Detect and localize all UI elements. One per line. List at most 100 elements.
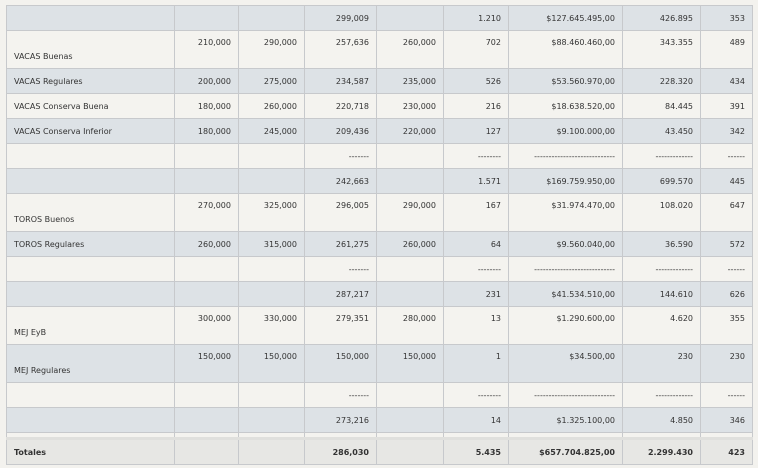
cell-avg-kg: 647 <box>700 193 753 232</box>
cell-max-price: 275,000 <box>238 68 305 94</box>
table-row: TOROS Regulares 260,000 315,000 261,275 260,… <box>6 231 753 257</box>
cell-mode-price: 220,000 <box>376 118 444 144</box>
cell-max-price: 260,000 <box>238 93 305 119</box>
cell-total-kg: 108.020 <box>622 193 701 232</box>
cell-avg-price: 234,587 <box>304 68 377 94</box>
cell-min-price <box>174 281 239 307</box>
cell-avg-kg: ------ <box>700 256 753 282</box>
cell-avg-price: 287,217 <box>304 281 377 307</box>
cell-avg-price: ------- <box>304 143 377 169</box>
total-category: Totales <box>6 437 175 465</box>
cell-avg-price: 150,000 <box>304 344 377 383</box>
cell-total-amount: $88.460.460,00 <box>508 30 623 69</box>
cell-head-count: 64 <box>443 231 509 257</box>
cell-total-kg: 426.895 <box>622 5 701 31</box>
cell-total-amount: $53.560.970,00 <box>508 68 623 94</box>
cell-avg-kg: 445 <box>700 168 753 194</box>
cell-min-price: 180,000 <box>174 118 239 144</box>
total-total-amount: $657.704.825,00 <box>508 437 623 465</box>
cell-min-price: 210,000 <box>174 30 239 69</box>
cell-mode-price: 280,000 <box>376 306 444 345</box>
cell-head-count: 127 <box>443 118 509 144</box>
cell-max-price: 245,000 <box>238 118 305 144</box>
cell-total-amount: $127.645.495,00 <box>508 5 623 31</box>
cell-total-amount: ---------------------------- <box>508 143 623 169</box>
cell-max-price <box>238 407 305 433</box>
table-body: 299,009 1.210 $127.645.495,00 426.895 353 VAC… <box>6 5 753 465</box>
table-row: ------- -------- -------------------------… <box>6 143 753 169</box>
total-total-kg: 2.299.430 <box>622 437 701 465</box>
cell-category: MEJ EyB <box>6 306 175 345</box>
cell-category <box>6 407 175 433</box>
cell-total-amount: $18.638.520,00 <box>508 93 623 119</box>
cell-total-amount: ---------------------------- <box>508 256 623 282</box>
cell-mode-price <box>376 281 444 307</box>
cell-max-price: 315,000 <box>238 231 305 257</box>
cell-min-price <box>174 256 239 282</box>
total-avg-price: 286,030 <box>304 437 377 465</box>
cell-mode-price: 290,000 <box>376 193 444 232</box>
table-row: MEJ EyB 300,000 330,000 279,351 280,000 13 $1.… <box>6 306 753 345</box>
cell-category: VACAS Regulares <box>6 68 175 94</box>
cell-min-price <box>174 143 239 169</box>
cell-head-count: 526 <box>443 68 509 94</box>
cell-total-kg: ------------- <box>622 382 701 408</box>
cell-max-price: 330,000 <box>238 306 305 345</box>
cell-max-price <box>238 256 305 282</box>
cell-mode-price <box>376 5 444 31</box>
cell-category: VACAS Buenas <box>6 30 175 69</box>
cell-total-amount: $9.560.040,00 <box>508 231 623 257</box>
cell-min-price <box>174 5 239 31</box>
total-max-price <box>238 437 305 465</box>
cell-avg-price: 261,275 <box>304 231 377 257</box>
cell-avg-price: ------- <box>304 382 377 408</box>
cell-category: TOROS Regulares <box>6 231 175 257</box>
cell-max-price <box>238 143 305 169</box>
cell-avg-kg: 572 <box>700 231 753 257</box>
cell-max-price: 290,000 <box>238 30 305 69</box>
cell-total-kg: 36.590 <box>622 231 701 257</box>
cell-total-amount: $41.534.510,00 <box>508 281 623 307</box>
cell-mode-price: 230,000 <box>376 93 444 119</box>
table-row: 287,217 231 $41.534.510,00 144.610 626 <box>6 281 753 307</box>
cell-category: VACAS Conserva Buena <box>6 93 175 119</box>
cell-mode-price: 260,000 <box>376 30 444 69</box>
cell-min-price <box>174 382 239 408</box>
cell-head-count: 13 <box>443 306 509 345</box>
cell-category <box>6 5 175 31</box>
cell-min-price: 260,000 <box>174 231 239 257</box>
cell-avg-kg: 489 <box>700 30 753 69</box>
cell-mode-price: 150,000 <box>376 344 444 383</box>
table-row: 242,663 1.571 $169.759.950,00 699.570 445 <box>6 168 753 194</box>
table-row: 299,009 1.210 $127.645.495,00 426.895 353 <box>6 5 753 31</box>
cell-head-count: -------- <box>443 143 509 169</box>
total-mode-price <box>376 437 444 465</box>
cell-mode-price <box>376 143 444 169</box>
cell-max-price <box>238 5 305 31</box>
total-avg-kg: 423 <box>700 437 753 465</box>
table-row: VACAS Conserva Inferior 180,000 245,000 209… <box>6 118 753 144</box>
cell-category <box>6 143 175 169</box>
livestock-summary-table: 299,009 1.210 $127.645.495,00 426.895 353 VAC… <box>6 5 753 465</box>
cell-avg-price: 296,005 <box>304 193 377 232</box>
cell-avg-price: 242,663 <box>304 168 377 194</box>
cell-total-kg: 228.320 <box>622 68 701 94</box>
cell-total-kg: ------------- <box>622 256 701 282</box>
cell-total-amount: $1.290.600,00 <box>508 306 623 345</box>
cell-total-kg: 43.450 <box>622 118 701 144</box>
cell-total-amount: ---------------------------- <box>508 382 623 408</box>
cell-total-kg: 343.355 <box>622 30 701 69</box>
cell-min-price <box>174 168 239 194</box>
cell-category <box>6 168 175 194</box>
cell-total-kg: 144.610 <box>622 281 701 307</box>
cell-category: TOROS Buenos <box>6 193 175 232</box>
cell-avg-kg: 353 <box>700 5 753 31</box>
cell-min-price: 180,000 <box>174 93 239 119</box>
cell-avg-price: 299,009 <box>304 5 377 31</box>
cell-category <box>6 281 175 307</box>
cell-min-price: 270,000 <box>174 193 239 232</box>
cell-avg-kg: 342 <box>700 118 753 144</box>
cell-total-amount: $1.325.100,00 <box>508 407 623 433</box>
cell-avg-kg: 434 <box>700 68 753 94</box>
cell-avg-price: 220,718 <box>304 93 377 119</box>
